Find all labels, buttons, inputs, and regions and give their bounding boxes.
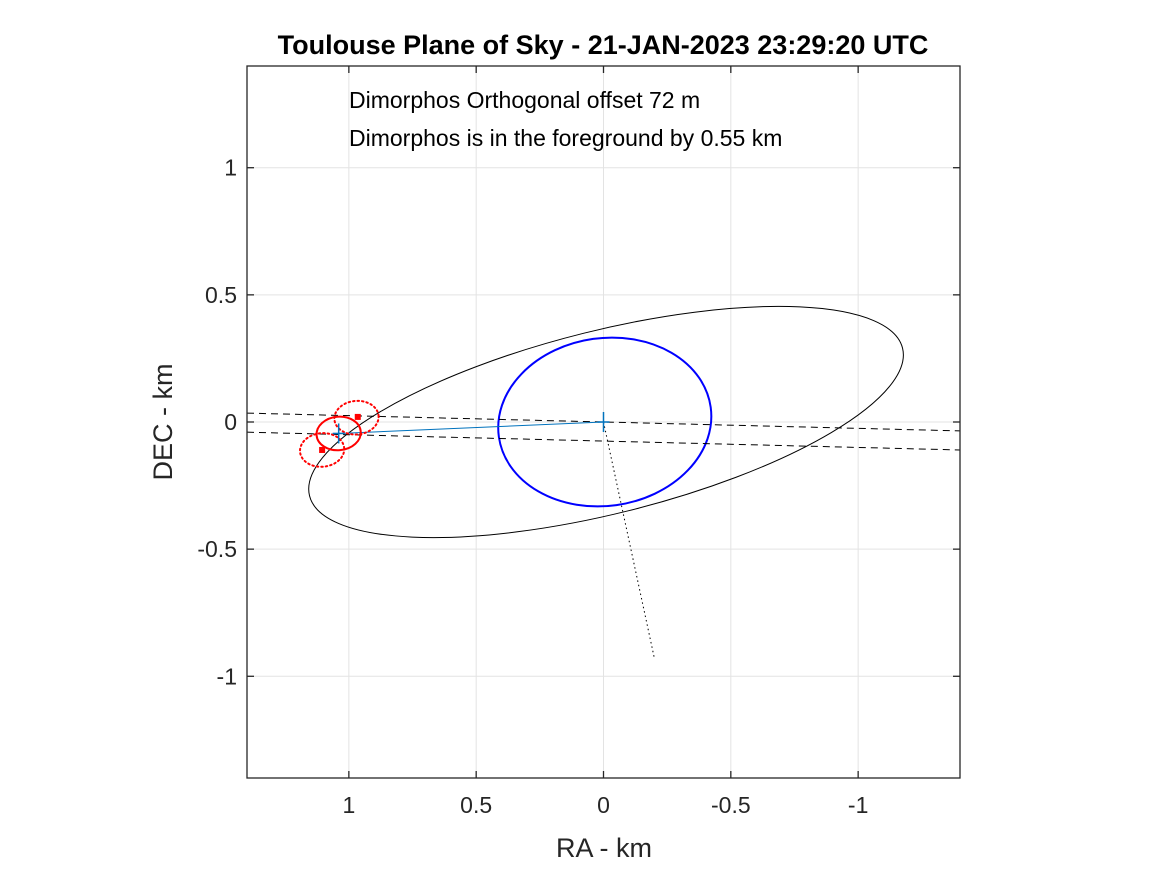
x-tick-label: 1 xyxy=(342,792,355,818)
dimorphos-uncertainty-upper-ellipse xyxy=(333,399,380,436)
tick-labels: 1 0.5 0 -0.5 -1 1 0.5 0 -0.5 -1 xyxy=(197,155,868,818)
x-axis-label: RA - km xyxy=(556,833,652,863)
x-tick-label: 0.5 xyxy=(460,792,492,818)
annotation-foreground: Dimorphos is in the foreground by 0.55 k… xyxy=(349,125,782,151)
x-tick-label: 0 xyxy=(597,792,610,818)
ticks xyxy=(247,66,960,778)
square-marker-icon xyxy=(319,446,326,453)
y-axis-label: DEC - km xyxy=(148,364,178,481)
occultation-chord-lower-line xyxy=(247,431,960,451)
plot-area xyxy=(246,65,961,779)
dimorphos-nominal-ellipse xyxy=(315,415,362,452)
didymos-dimorphos-vector-line xyxy=(338,421,604,434)
occultation-chord-upper-line xyxy=(247,412,960,432)
y-tick-label: 1 xyxy=(224,155,237,181)
dimorphos-orbit-ellipse-ellipse xyxy=(308,305,904,539)
y-tick-label: 0.5 xyxy=(205,282,237,308)
annotation-orthogonal-offset: Dimorphos Orthogonal offset 72 m xyxy=(349,87,700,113)
chart-title: Toulouse Plane of Sky - 21-JAN-2023 23:2… xyxy=(278,30,929,60)
didymos-body-outline-ellipse xyxy=(497,336,713,508)
square-marker-icon xyxy=(354,413,361,420)
y-tick-label: -0.5 xyxy=(197,536,237,562)
y-tick-label: 0 xyxy=(224,409,237,435)
x-tick-label: -1 xyxy=(848,792,868,818)
y-tick-label: -1 xyxy=(217,663,237,689)
dimorphos-uncertainty-lower-ellipse xyxy=(299,432,346,468)
series-layer xyxy=(247,305,960,659)
x-tick-label: -0.5 xyxy=(711,792,751,818)
